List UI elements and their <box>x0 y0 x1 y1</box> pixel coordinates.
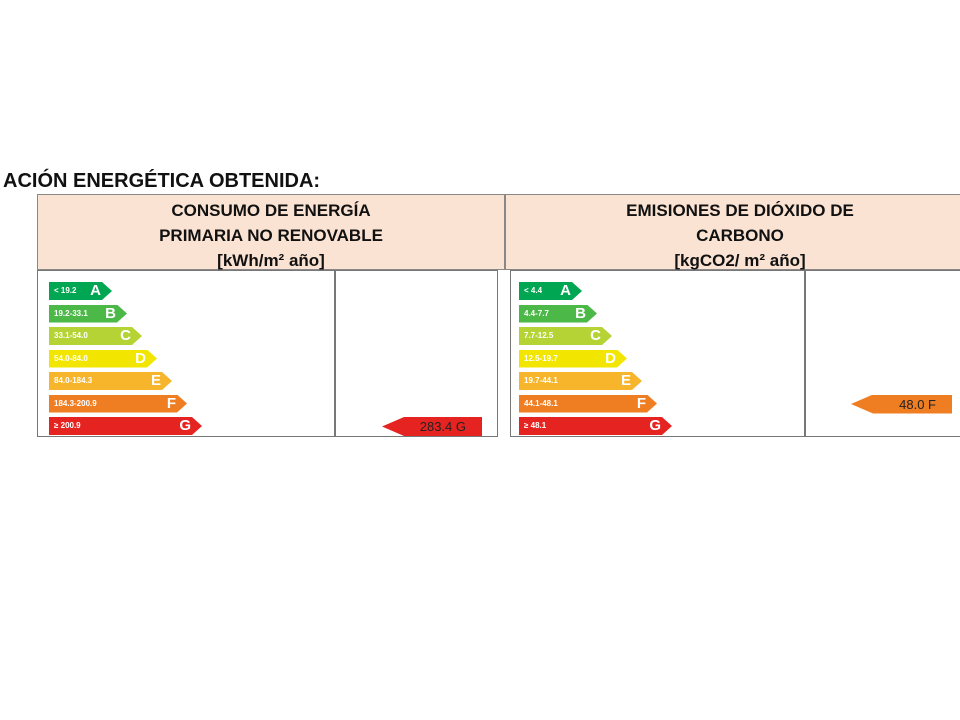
header-line: EMISIONES DE DIÓXIDO DE <box>626 201 854 220</box>
range-label: 12.5-19.7 <box>524 353 558 363</box>
range-label: 44.1-48.1 <box>524 398 558 408</box>
header-line: [kgCO2/ m² año] <box>674 251 806 270</box>
letter: E <box>150 372 161 389</box>
range-label: 84.0-184.3 <box>54 376 93 385</box>
rating-bar: 54.0-84.0 D <box>49 350 157 368</box>
rating-bar: 84.0-184.3 E <box>49 372 172 390</box>
letter: D <box>605 349 616 367</box>
letter: C <box>120 327 131 344</box>
range-label: 19.2-33.1 <box>54 308 88 318</box>
rating-bar: < 19.2 A <box>49 282 112 300</box>
rating-bar: 44.1-48.1 F <box>519 395 657 413</box>
letter: B <box>105 304 116 322</box>
letter: B <box>575 304 586 322</box>
panel-header: EMISIONES DE DIÓXIDO DE CARBONO [kgCO2/ m²… <box>505 194 960 270</box>
rating-bar: 12.5-19.7 D <box>519 350 627 368</box>
letter: G <box>179 417 191 434</box>
letter: G <box>649 417 661 434</box>
range-label: ≥ 200.9 <box>54 421 81 430</box>
range-label: ≥ 48.1 <box>524 421 547 430</box>
letter: E <box>620 372 631 389</box>
range-label: 184.3-200.9 <box>54 398 97 408</box>
rating-bar: 184.3-200.9 F <box>49 395 187 413</box>
rating-bar: 33.1-54.0 C <box>49 327 142 345</box>
rating-bar: < 4.4 A <box>519 282 582 300</box>
range-label: 7.7-12.5 <box>524 331 554 340</box>
letter: D <box>135 349 146 367</box>
result-arrow: 48.0 F <box>851 394 952 414</box>
letter: A <box>90 282 101 299</box>
rating-bar: ≥ 48.1 G <box>519 417 672 435</box>
header-line: CONSUMO DE ENERGÍA <box>171 201 371 220</box>
rating-bar: 19.7-44.1 E <box>519 372 642 390</box>
letter: F <box>166 394 176 412</box>
header-line: [kWh/m² año] <box>217 251 325 270</box>
range-label: 4.4-7.7 <box>524 308 549 318</box>
rating-bar: ≥ 200.9 G <box>49 417 202 435</box>
range-label: 33.1-54.0 <box>54 331 88 340</box>
rating-bar: 4.4-7.7 B <box>519 305 597 323</box>
rating-bar: 19.2-33.1 B <box>49 305 127 323</box>
range-label: 19.7-44.1 <box>524 376 558 385</box>
header-line: PRIMARIA NO RENOVABLE <box>159 226 383 245</box>
result-arrow: 283.4 G <box>382 417 482 436</box>
panel-header: CONSUMO DE ENERGÍA PRIMARIA NO RENOVABLE [… <box>37 194 505 270</box>
header-line: CARBONO <box>696 226 784 245</box>
section-title: ACIÓN ENERGÉTICA OBTENIDA: <box>3 170 321 192</box>
range-label: < 4.4 <box>524 286 543 295</box>
value-box <box>335 270 498 437</box>
rating-bar: 7.7-12.5 C <box>519 327 612 345</box>
letter: F <box>636 394 646 412</box>
range-label: 54.0-84.0 <box>54 353 88 363</box>
letter: C <box>590 327 601 344</box>
range-label: < 19.2 <box>54 286 77 295</box>
letter: A <box>560 282 571 299</box>
